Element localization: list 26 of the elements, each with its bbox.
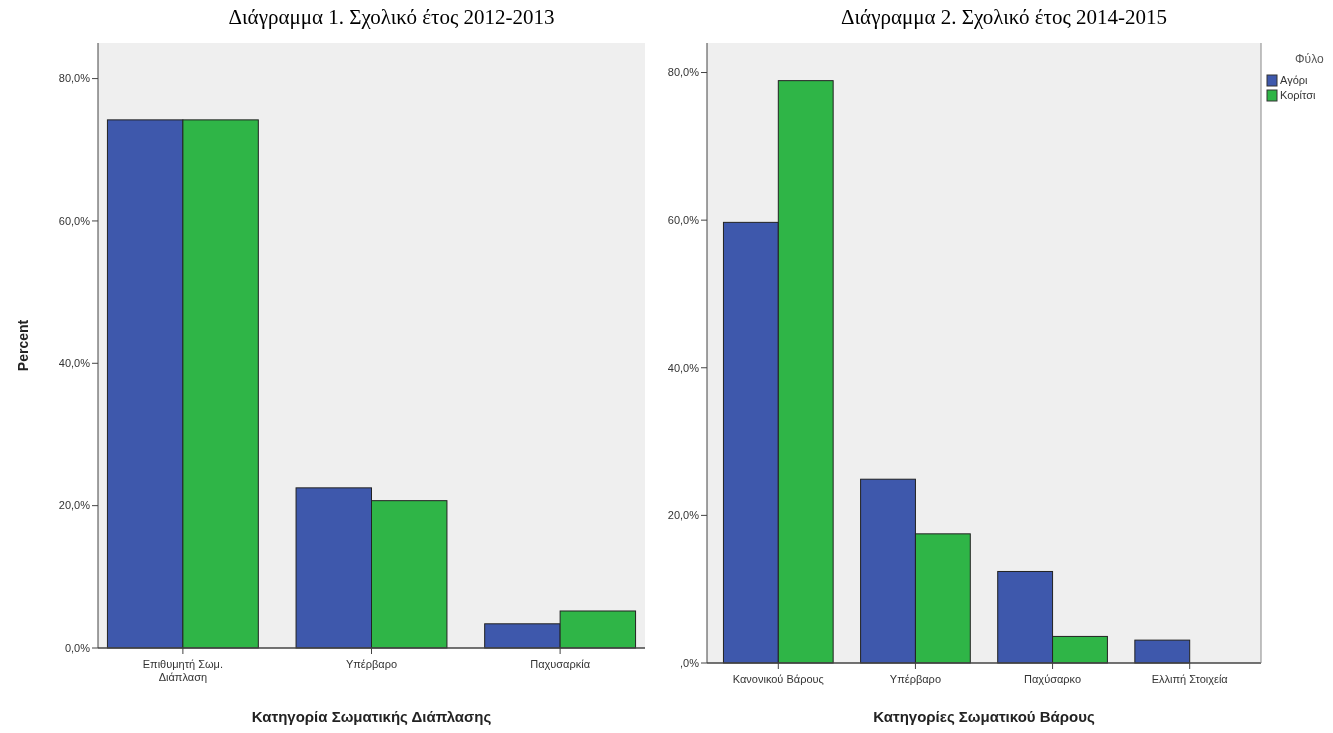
y-axis-title: Percent: [15, 319, 31, 372]
chart-title: Διάγραμμα 2. Σχολικό έτος 2014-2015: [840, 5, 1168, 29]
x-axis-title: Κατηγορία Σωματικής Διάπλασης: [251, 708, 492, 725]
y-tick-label: 0,0%: [64, 641, 91, 654]
x-tick-label: Παχύσαρκο: [1024, 673, 1082, 685]
legend-label: Κορίτσι: [1280, 89, 1316, 101]
x-tick-label: Ελλιπή Στοιχεία: [1151, 673, 1229, 685]
legend-label: Αγόρι: [1280, 74, 1309, 86]
y-tick-label: 80,0%: [58, 72, 91, 85]
y-tick-label: 40,0%: [667, 361, 700, 374]
legend-title: Φύλο: [1295, 52, 1324, 66]
y-tick-label: 20,0%: [58, 499, 91, 512]
x-tick-label: Υπέρβαρο: [345, 658, 398, 670]
x-tick-label: Κανονικού Βάρους: [732, 673, 824, 685]
bar: [1134, 639, 1191, 664]
chart-title: Διάγραμμα 1. Σχολικό έτος 2012-2013: [228, 5, 555, 29]
y-tick-label: ,0%: [680, 656, 700, 669]
x-tick-label: Υπέρβαρο: [889, 673, 942, 685]
x-tick-label: Παχυσαρκία: [530, 658, 591, 670]
y-tick-label: 20,0%: [667, 509, 700, 522]
y-tick-label: 60,0%: [667, 213, 700, 226]
y-tick-label: 80,0%: [667, 66, 700, 79]
x-axis-title: Κατηγορίες Σωματικού Βάρους: [873, 708, 1095, 725]
y-tick-label: 40,0%: [58, 357, 91, 370]
x-tick-label: Επιθυμητή Σωμ. Διάπλαση: [142, 658, 224, 683]
y-tick-label: 60,0%: [58, 214, 91, 227]
